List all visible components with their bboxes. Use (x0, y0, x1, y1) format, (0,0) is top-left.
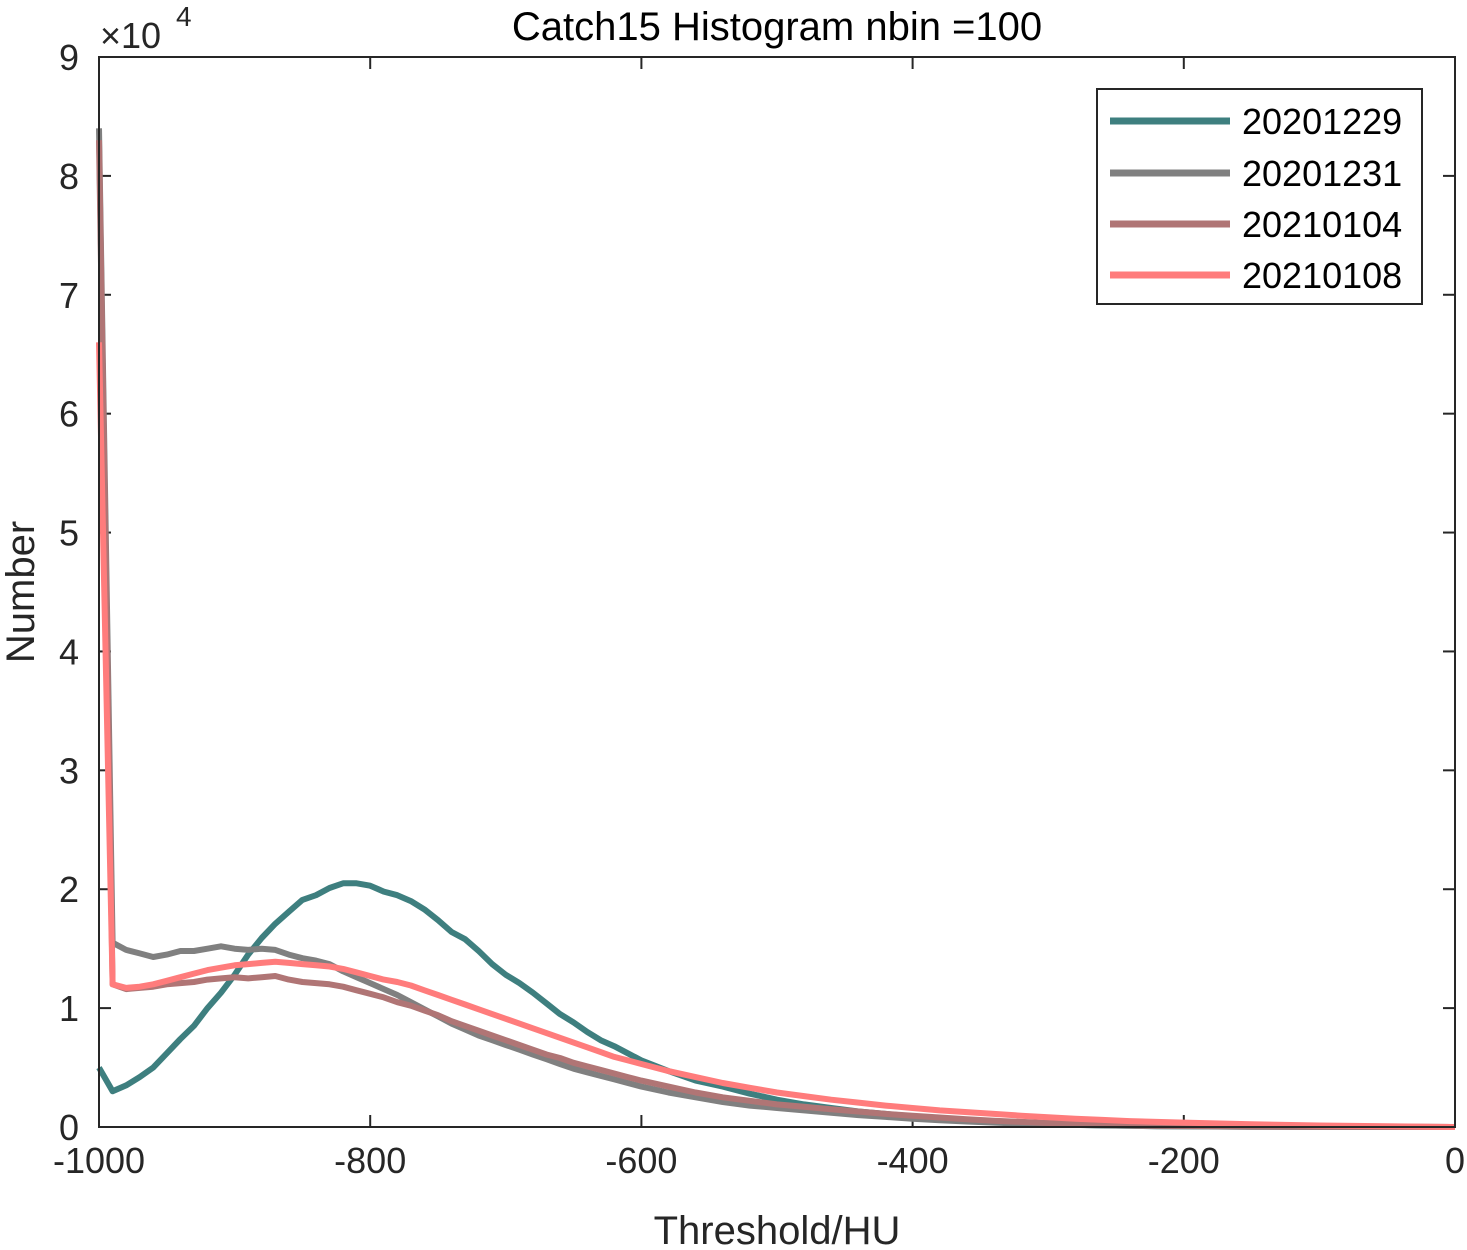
x-tick-label: -200 (1148, 1140, 1220, 1181)
legend-label-20201229: 20201229 (1242, 101, 1402, 142)
series-line-20210104 (96, 140, 1456, 1130)
y-tick-label: 2 (59, 869, 79, 910)
legend-label-20210104: 20210104 (1242, 204, 1402, 245)
plot-series (96, 128, 1456, 1130)
x-axis-label: Threshold/HU (654, 1209, 901, 1250)
y-tick-label: 4 (59, 631, 79, 672)
y-tick-label: 9 (59, 37, 79, 78)
y-tick-label: 7 (59, 275, 79, 316)
y-tick-label: 8 (59, 156, 79, 197)
y-tick-label: 1 (59, 988, 79, 1029)
y-tick-label: 6 (59, 394, 79, 435)
chart-title: Catch15 Histogram nbin =100 (512, 5, 1042, 49)
y-tick-label: 5 (59, 513, 79, 554)
legend-box (1096, 88, 1423, 305)
x-tick-label: -600 (605, 1140, 677, 1181)
y-tick-label: 0 (59, 1107, 79, 1148)
y-axis-label: Number (0, 521, 43, 663)
axis-ticks: -1000 -800 -600 -400 -200 0 0 1 2 3 4 5 6 7 8 9 (53, 37, 1465, 1181)
legend: 20201229 20201231 20210104 20210108 (1096, 88, 1423, 305)
y-exponent-label: ×10 (100, 15, 161, 56)
x-tick-label: -1000 (53, 1140, 145, 1181)
axes-box (98, 56, 1456, 1128)
x-tick-label: -400 (877, 1140, 949, 1181)
legend-label-20201231: 20201231 (1242, 153, 1402, 194)
legend-label-20210108: 20210108 (1242, 255, 1402, 296)
y-tick-label: 3 (59, 750, 79, 791)
series-line-20210108 (96, 342, 1456, 1130)
y-exponent-power: 4 (176, 1, 192, 32)
x-tick-label: 0 (1445, 1140, 1465, 1181)
x-tick-label: -800 (334, 1140, 406, 1181)
